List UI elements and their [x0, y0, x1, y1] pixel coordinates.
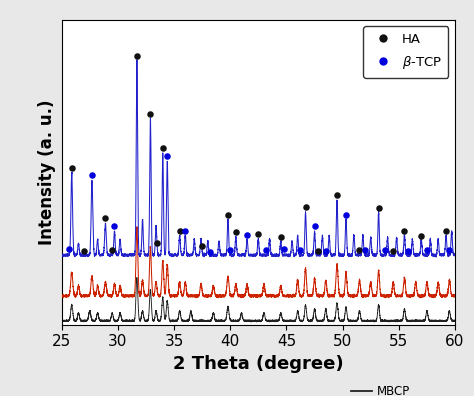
Point [110, 223, 118, 229]
Point [401, 227, 408, 234]
Point [311, 223, 319, 229]
Point [375, 204, 383, 211]
Point [88, 172, 96, 179]
Point [159, 145, 166, 151]
Point [255, 231, 262, 237]
Point [224, 211, 232, 218]
Point [333, 192, 341, 198]
Point [198, 243, 206, 249]
Point [232, 229, 240, 235]
Point [404, 248, 411, 254]
Point [314, 248, 322, 254]
Point [263, 247, 270, 253]
Point [418, 232, 425, 239]
Point [164, 153, 171, 160]
Point [206, 249, 214, 255]
Point [277, 234, 284, 240]
Point [227, 246, 234, 253]
Point [356, 247, 363, 253]
Point [66, 246, 73, 252]
Point [176, 228, 183, 234]
Point [442, 228, 450, 234]
Point [302, 204, 310, 210]
Point [182, 227, 189, 234]
Point [146, 111, 154, 117]
Point [296, 246, 304, 253]
Point [342, 211, 350, 218]
Point [243, 232, 251, 238]
Point [133, 52, 141, 59]
Y-axis label: Intensity (a. u.): Intensity (a. u.) [38, 99, 56, 245]
Point [281, 246, 288, 253]
Legend: MBCP, Osteon III, BCP-sphere: MBCP, Osteon III, BCP-sphere [346, 380, 449, 396]
Point [446, 247, 453, 253]
Point [361, 247, 369, 253]
Point [423, 247, 431, 253]
Point [68, 164, 75, 171]
X-axis label: 2 Theta (degree): 2 Theta (degree) [173, 355, 344, 373]
Point [109, 246, 116, 253]
Point [390, 248, 397, 254]
Point [154, 240, 161, 246]
Point [322, 248, 329, 254]
Point [382, 247, 389, 253]
Point [101, 215, 109, 222]
Point [80, 248, 88, 254]
